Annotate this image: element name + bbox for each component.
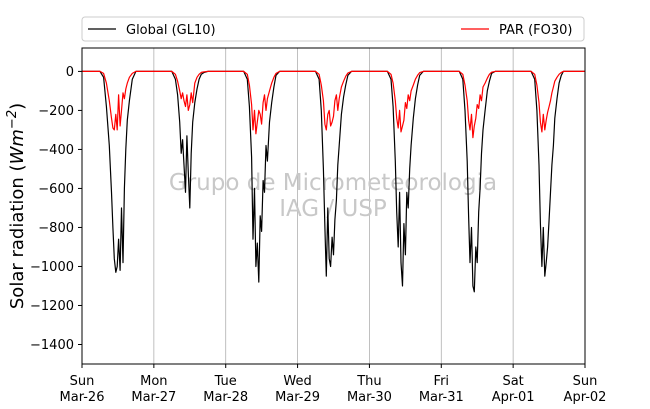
y-axis-label-text: Solar radiation (	[7, 164, 28, 309]
y-tick-label: −400	[38, 143, 74, 158]
x-tick-date: Mar-30	[347, 390, 392, 405]
watermark-line-2: IAG / USP	[279, 196, 387, 222]
y-axis-label: Solar radiation (Wm−2)	[5, 103, 28, 309]
legend-label-par: PAR (FO30)	[499, 23, 572, 38]
legend: Global (GL10) PAR (FO30)	[81, 16, 585, 42]
y-tick-label: 0	[66, 65, 74, 80]
series-lines	[82, 70, 585, 293]
watermark: Grupo de Micrometeorologia IAG / USP	[169, 170, 497, 222]
legend-label-global: Global (GL10)	[126, 23, 216, 38]
y-tick-label: −1000	[30, 260, 74, 275]
y-tick-label: −600	[38, 182, 74, 197]
x-tick-date: Mar-29	[275, 390, 320, 405]
x-tick-day: Sun	[573, 374, 598, 389]
x-tick-day: Mon	[140, 374, 167, 389]
x-tick-date: Apr-02	[564, 390, 607, 405]
y-tick-label: −800	[38, 221, 74, 236]
y-axis: 0 −200 −400 −600 −800 −1000 −1200 −1400	[30, 65, 82, 353]
gridlines	[153, 48, 514, 364]
x-tick-date: Mar-27	[131, 390, 176, 405]
x-tick-day: Sat	[502, 374, 523, 389]
plot-frame	[81, 47, 586, 365]
x-tick-day: Wed	[283, 374, 311, 389]
y-tick-label: −1200	[30, 299, 74, 314]
y-tick-label: −1400	[30, 338, 74, 353]
x-tick-date: Mar-26	[60, 390, 105, 405]
y-axis-label-close: )	[7, 103, 28, 110]
y-tick-label: −200	[38, 104, 74, 119]
y-axis-label-unit: Wm	[7, 129, 28, 164]
x-axis: SunMar-26MonMar-27TueMar-28WedMar-29ThuM…	[60, 364, 607, 405]
x-tick-day: Fri	[434, 374, 450, 389]
x-tick-date: Mar-28	[203, 390, 248, 405]
watermark-line-1: Grupo de Micrometeorologia	[169, 170, 497, 196]
x-tick-date: Apr-01	[492, 390, 535, 405]
x-tick-day: Thu	[356, 374, 381, 389]
y-axis-label-exponent: −2	[5, 110, 20, 129]
series-line-par	[82, 70, 585, 139]
series-line-global	[82, 70, 585, 293]
x-tick-day: Tue	[214, 374, 237, 389]
legend-box	[81, 16, 585, 42]
x-tick-day: Sun	[70, 374, 95, 389]
x-tick-date: Mar-31	[419, 390, 464, 405]
